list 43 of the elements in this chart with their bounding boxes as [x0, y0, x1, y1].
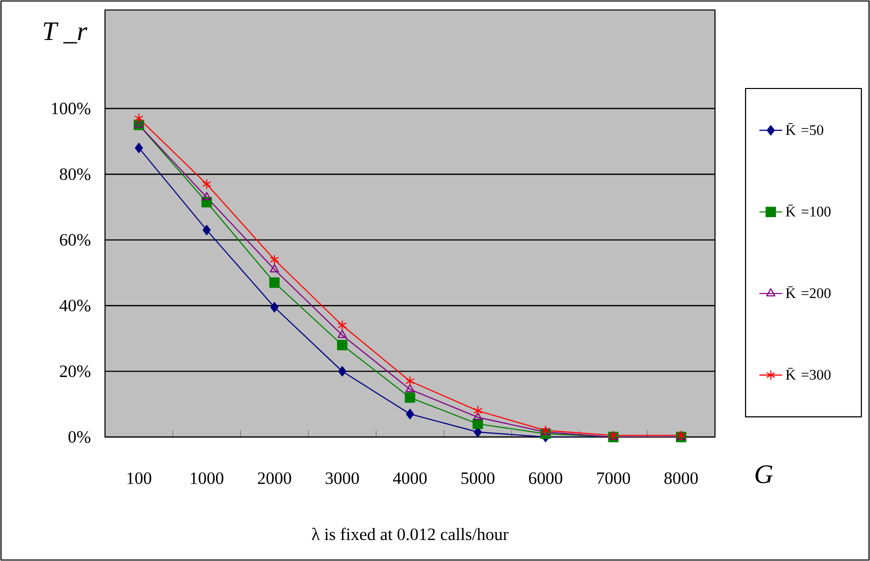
x-tick-label: 7000 — [597, 472, 630, 484]
legend-label: K̄ =200 — [786, 286, 831, 298]
legend-label: K̄ =100 — [786, 204, 831, 217]
point — [473, 406, 482, 416]
point — [269, 277, 280, 288]
y-tick-label: 20% — [60, 365, 90, 378]
point — [202, 224, 211, 236]
x-tick-label: 6000 — [528, 472, 562, 484]
y-tick-label: 60% — [60, 234, 90, 246]
point — [406, 408, 414, 420]
point — [338, 330, 347, 338]
point — [202, 192, 212, 200]
legend-label: K̄ =300 — [786, 368, 831, 380]
y-axis-title: T _r — [44, 22, 88, 44]
point — [405, 376, 415, 386]
y-tick-label: 0% — [68, 431, 90, 443]
point — [337, 340, 348, 350]
x-tick-label: 4000 — [393, 472, 427, 484]
legend-label: K̄ =50 — [786, 123, 824, 135]
point — [338, 320, 347, 331]
x-tick-label: 2000 — [258, 472, 292, 484]
point — [134, 120, 144, 128]
point — [405, 384, 415, 392]
point — [404, 392, 416, 403]
point — [134, 113, 144, 124]
y-tick-label: 40% — [60, 300, 90, 312]
point — [270, 254, 280, 265]
point — [270, 264, 280, 272]
x-axis-title: G — [756, 465, 773, 484]
x-tick-label: 1000 — [190, 472, 224, 484]
x-tick-label: 8000 — [664, 472, 698, 484]
point — [270, 302, 278, 312]
x-tick-label: 5000 — [461, 472, 494, 484]
x-tick-label: 100 — [127, 472, 152, 484]
point — [202, 178, 212, 190]
y-tick-label: 100% — [52, 102, 90, 114]
point — [134, 142, 143, 154]
point — [472, 418, 483, 430]
x-tick-label: 3000 — [326, 472, 359, 484]
text: λ is fixed at 0.012 calls/hour — [312, 528, 508, 540]
y-tick-label: 80% — [60, 168, 90, 180]
point — [473, 412, 482, 420]
point — [338, 366, 346, 377]
